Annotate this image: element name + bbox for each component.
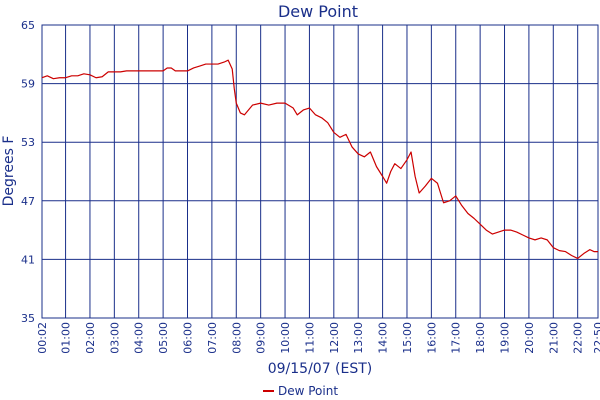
y-tick-label: 35 <box>21 312 35 325</box>
y-tick-label: 65 <box>21 19 35 32</box>
x-tick-label: 08:00 <box>230 322 243 354</box>
y-axis-label: Degrees F <box>1 136 17 207</box>
y-tick-label: 41 <box>21 253 35 266</box>
x-tick-label: 09:00 <box>255 322 268 354</box>
x-tick-label: 11:00 <box>303 322 316 354</box>
legend: Dew Point <box>263 384 338 398</box>
x-tick-label: 06:00 <box>182 322 195 354</box>
x-tick-label: 00:02 <box>36 322 49 354</box>
x-tick-label: 04:00 <box>133 322 146 354</box>
x-tick-label: 22:50 <box>592 322 600 354</box>
x-tick-label: 05:00 <box>157 322 170 354</box>
chart-title: Dew Point <box>278 2 358 21</box>
legend-label: Dew Point <box>278 384 338 398</box>
y-tick-label: 53 <box>21 136 35 149</box>
x-tick-label: 13:00 <box>352 322 365 354</box>
plot-frame <box>41 24 599 319</box>
x-tick-label: 16:00 <box>425 322 438 354</box>
x-axis-label: 09/15/07 (EST) <box>268 361 373 377</box>
x-tick-label: 18:00 <box>474 322 487 354</box>
tick-labels: 35 41 47 53 59 65 00:02 01:00 02:00 03:00 04:00 05:… <box>21 19 600 354</box>
x-tick-label: 02:00 <box>84 322 97 354</box>
x-tick-label: 12:00 <box>328 322 341 354</box>
x-tick-label: 22:00 <box>572 322 585 354</box>
x-tick-label: 21:00 <box>547 322 560 354</box>
grid <box>41 24 599 319</box>
x-tick-label: 01:00 <box>60 322 73 354</box>
dew-point-series-line <box>41 59 598 260</box>
x-tick-label: 07:00 <box>206 322 219 354</box>
x-tick-label: 10:00 <box>279 322 292 354</box>
x-tick-label: 20:00 <box>523 322 536 354</box>
x-tick-label: 14:00 <box>377 322 390 354</box>
x-tick-label: 03:00 <box>108 322 121 354</box>
x-tick-label: 17:00 <box>450 322 463 354</box>
x-tick-label: 15:00 <box>401 322 414 354</box>
y-tick-label: 59 <box>21 78 35 91</box>
y-tick-label: 47 <box>21 195 35 208</box>
x-tick-label: 19:00 <box>499 322 512 354</box>
